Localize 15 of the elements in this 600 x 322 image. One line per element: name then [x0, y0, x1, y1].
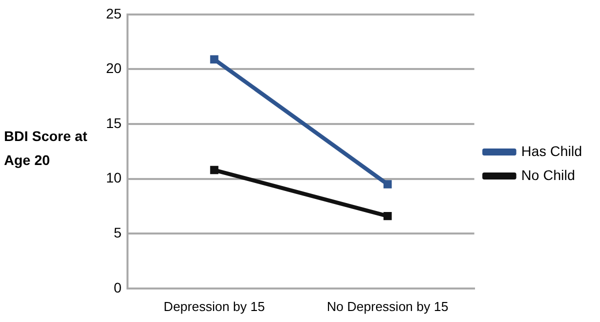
y-tick-label: 25 — [106, 5, 122, 22]
x-tick-label: Depression by 15 — [164, 298, 265, 314]
legend-label: Has Child — [521, 142, 582, 159]
y-tick-label: 10 — [106, 170, 122, 186]
legend-label: No Child — [521, 166, 576, 183]
point — [384, 212, 392, 220]
y-axis-title: BDI Score at Age 20 — [4, 127, 88, 170]
y-tick-label: 0 — [114, 279, 122, 296]
y-tick-label: 15 — [106, 114, 122, 131]
point — [210, 55, 218, 64]
x-tick-label: No Depression by 15 — [326, 298, 448, 314]
point — [384, 180, 392, 188]
y-tick-label: 5 — [114, 224, 122, 240]
y-tick-label: 20 — [106, 60, 122, 76]
point — [210, 166, 218, 174]
